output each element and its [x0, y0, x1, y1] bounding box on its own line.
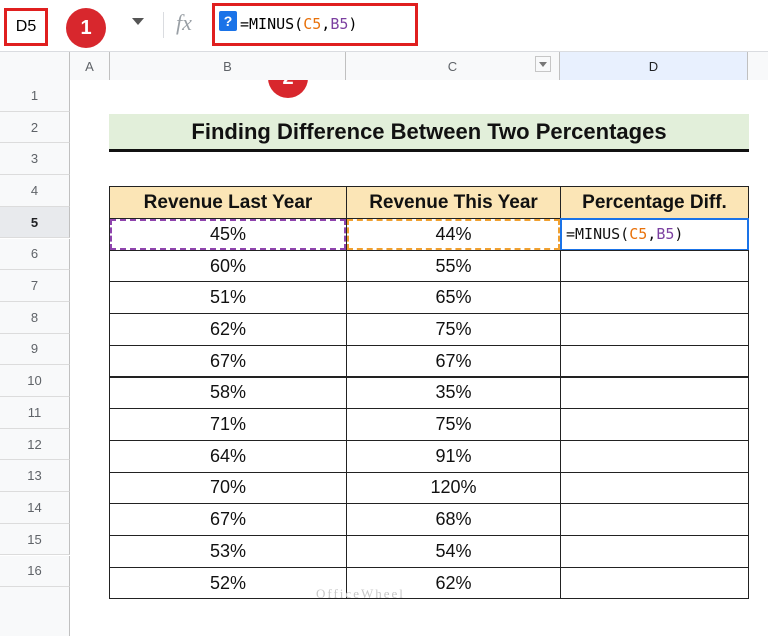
formula-ref-b5: B5	[330, 15, 349, 33]
row-header-11[interactable]: 11	[0, 397, 70, 429]
column-header-c[interactable]: C	[346, 52, 560, 80]
row-header-9[interactable]: 9	[0, 333, 70, 366]
table-cell[interactable]: 64%	[109, 439, 347, 473]
table-cell[interactable]: 35%	[346, 376, 561, 410]
row-header-filler	[0, 587, 70, 636]
table-cell[interactable]	[560, 313, 749, 346]
cell-formula-arg1: C5	[629, 225, 648, 244]
row-header-12[interactable]: 12	[0, 428, 70, 461]
active-cell-d5[interactable]: =MINUS(C5, B5)	[560, 218, 749, 251]
table-cell[interactable]: 62%	[109, 313, 347, 346]
cell-b5-referenced[interactable]: 45%	[109, 218, 347, 251]
cell-formula-suffix: )	[674, 225, 684, 244]
table-cell[interactable]	[560, 471, 749, 505]
watermark: OfficeWheel	[316, 586, 405, 601]
table-cell[interactable]	[560, 535, 749, 568]
name-box[interactable]: D5	[4, 8, 48, 46]
row-header-14[interactable]: 14	[0, 492, 70, 524]
row-header-8[interactable]: 8	[0, 301, 70, 334]
table-cell[interactable]	[560, 566, 749, 600]
table-cell[interactable]: 58%	[109, 376, 347, 410]
table-cell[interactable]	[560, 281, 749, 315]
table-cell[interactable]	[560, 503, 749, 536]
callout-badge-1: 1	[66, 8, 106, 48]
filter-dropdown-icon[interactable]	[535, 56, 551, 72]
table-cell[interactable]: 71%	[109, 408, 347, 441]
cell-formula-comma: ,	[647, 225, 657, 244]
formula-suffix: )	[348, 15, 358, 33]
row-header-13[interactable]: 13	[0, 460, 70, 493]
fx-icon: fx	[176, 10, 192, 35]
table-cell[interactable]: 91%	[346, 439, 561, 473]
table-cell[interactable]: 67%	[109, 503, 347, 536]
table-cell[interactable]: 52%	[109, 566, 347, 600]
table-cell[interactable]	[560, 249, 749, 283]
row-header-5[interactable]: 5	[0, 206, 70, 239]
column-header-blank	[748, 52, 768, 80]
column-header-a[interactable]: A	[70, 52, 110, 80]
table-cell[interactable]: 53%	[109, 535, 347, 568]
table-cell[interactable]	[560, 408, 749, 441]
table-cell[interactable]: 75%	[346, 313, 561, 346]
table-cell[interactable]: 60%	[109, 249, 347, 283]
cell-formula-prefix: =MINUS(	[566, 225, 630, 244]
table-cell[interactable]: 51%	[109, 281, 347, 315]
table-header-cell[interactable]: Percentage Diff.	[560, 186, 749, 219]
formula-bar	[0, 0, 768, 52]
row-header-7[interactable]: 7	[0, 270, 70, 302]
table-cell[interactable]	[560, 344, 749, 378]
cell-formula-arg2: B5	[656, 225, 675, 244]
column-header-d[interactable]: D	[560, 52, 748, 80]
table-cell[interactable]	[560, 376, 749, 410]
formula-comma: ,	[321, 15, 331, 33]
table-cell[interactable]: 67%	[109, 344, 347, 378]
table-header-cell[interactable]: Revenue This Year	[346, 186, 561, 219]
row-header-3[interactable]: 3	[0, 143, 70, 176]
table-header-cell[interactable]: Revenue Last Year	[109, 186, 347, 219]
row-header-15[interactable]: 15	[0, 523, 70, 556]
formula-prefix: =MINUS(	[240, 15, 304, 33]
row-header-16[interactable]: 16	[0, 555, 70, 588]
table-cell[interactable]: 120%	[346, 471, 561, 505]
table-cell[interactable]: 65%	[346, 281, 561, 315]
table-cell[interactable]: 62%	[346, 566, 561, 600]
chevron-down-icon[interactable]	[132, 18, 144, 25]
row-header-2[interactable]: 2	[0, 111, 70, 144]
row-header-6[interactable]: 6	[0, 238, 70, 271]
row-header-1[interactable]: 1	[0, 80, 70, 112]
table-cell[interactable]	[560, 439, 749, 473]
cell-c5-referenced[interactable]: 44%	[346, 218, 561, 251]
table-cell[interactable]: 75%	[346, 408, 561, 441]
row-header-4[interactable]: 4	[0, 175, 70, 207]
row-header-10[interactable]: 10	[0, 365, 70, 397]
page-title: Finding Difference Between Two Percentag…	[109, 114, 749, 152]
table-cell[interactable]: 55%	[346, 249, 561, 283]
formula-input[interactable]	[212, 3, 418, 46]
formula-help-icon[interactable]: ?	[219, 11, 237, 31]
select-all-corner[interactable]	[0, 52, 70, 80]
table-cell[interactable]: 68%	[346, 503, 561, 536]
table-cell[interactable]: 67%	[346, 344, 561, 378]
divider	[163, 12, 164, 38]
formula-text[interactable]: =MINUS(C5,B5)	[240, 15, 357, 33]
column-header-b[interactable]: B	[110, 52, 346, 80]
table-cell[interactable]: 54%	[346, 535, 561, 568]
table-cell[interactable]: 70%	[109, 471, 347, 505]
formula-ref-c5: C5	[303, 15, 322, 33]
